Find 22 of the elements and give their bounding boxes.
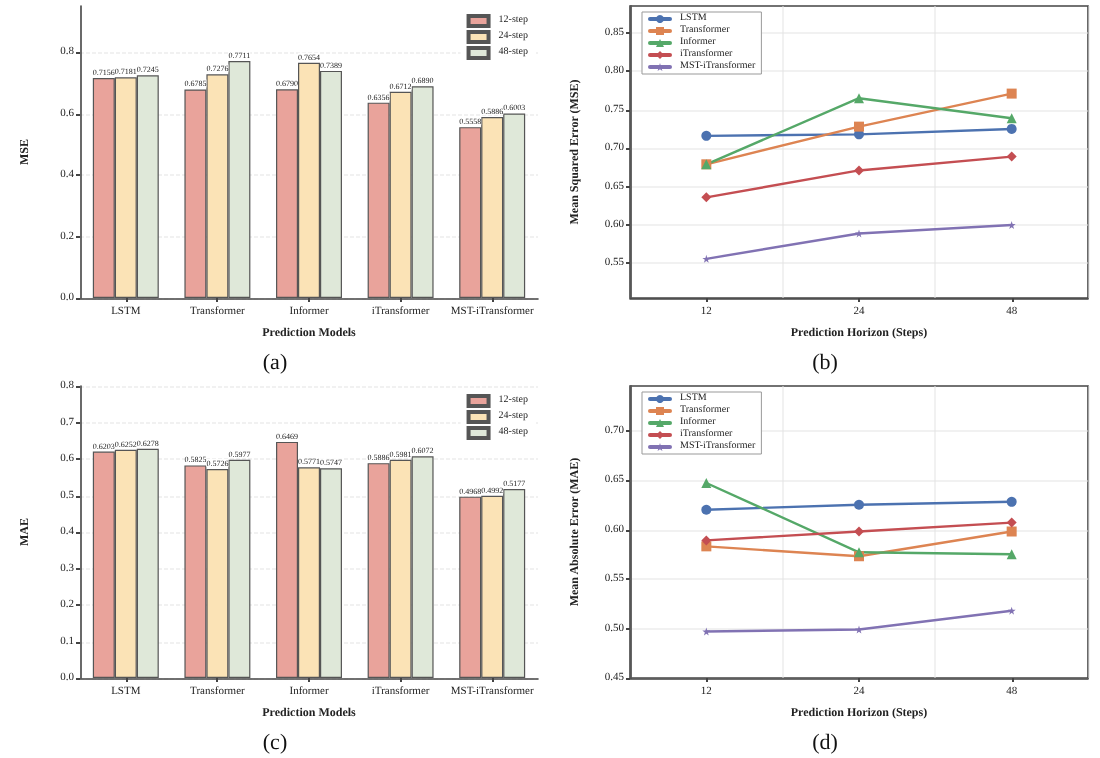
point [1006,549,1017,560]
point [1006,526,1017,537]
point [854,121,864,132]
point [701,130,712,141]
point [1006,88,1017,99]
point [701,192,712,203]
text: (c) [262,731,288,755]
point [701,504,712,515]
point [1006,496,1017,507]
text: (a) [262,351,288,375]
point [854,499,864,510]
point [855,625,863,634]
point [701,478,712,488]
point [854,165,864,176]
point [1006,123,1017,134]
point [701,535,712,546]
point [854,526,864,537]
point [1006,151,1017,162]
point [855,229,863,238]
text: (b) [812,351,839,375]
text: (d) [812,731,839,755]
point [1006,517,1017,528]
